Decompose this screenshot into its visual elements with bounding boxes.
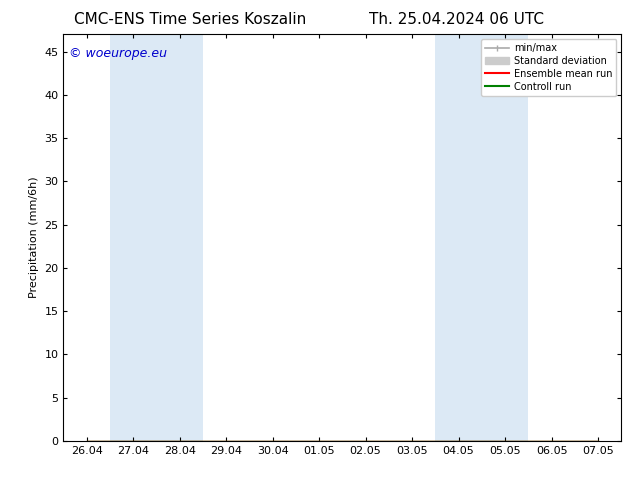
Legend: min/max, Standard deviation, Ensemble mean run, Controll run: min/max, Standard deviation, Ensemble me… — [481, 39, 616, 96]
Text: © woeurope.eu: © woeurope.eu — [69, 47, 167, 59]
Y-axis label: Precipitation (mm/6h): Precipitation (mm/6h) — [29, 177, 39, 298]
Text: CMC-ENS Time Series Koszalin: CMC-ENS Time Series Koszalin — [74, 12, 306, 27]
Text: Th. 25.04.2024 06 UTC: Th. 25.04.2024 06 UTC — [369, 12, 544, 27]
Bar — [110, 34, 203, 441]
Bar — [436, 34, 528, 441]
